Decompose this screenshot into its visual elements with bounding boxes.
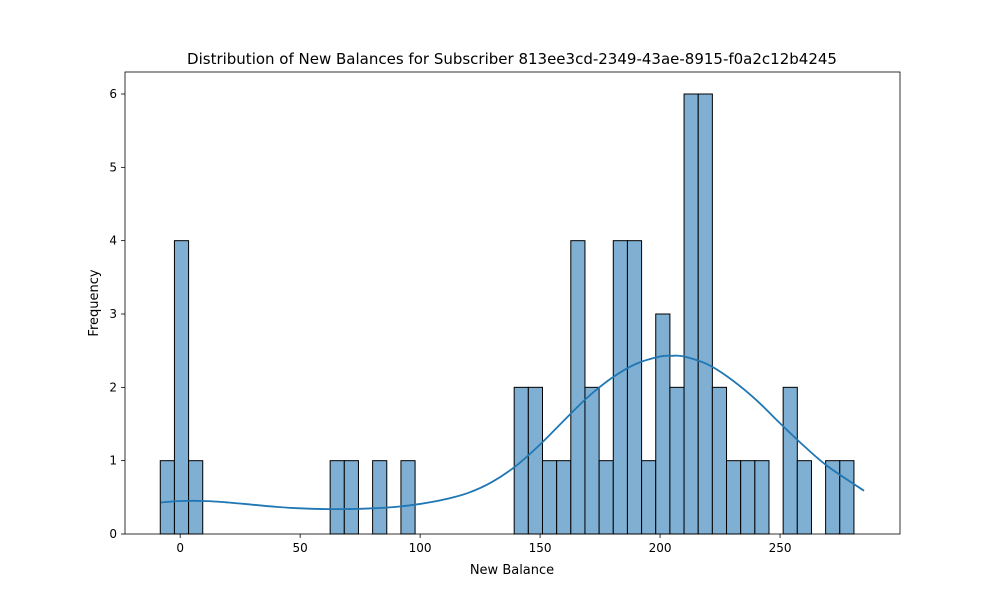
histogram-bar xyxy=(556,460,572,535)
histogram-bar xyxy=(697,93,713,535)
y-tick-label: 0 xyxy=(109,527,117,541)
x-tick-label: 200 xyxy=(649,541,672,555)
histogram-bar xyxy=(754,460,770,535)
histogram-bar xyxy=(570,240,586,535)
x-tick-label: 150 xyxy=(529,541,552,555)
histogram-bar xyxy=(683,93,699,535)
x-axis-label: New Balance xyxy=(470,563,554,578)
y-tick-label: 3 xyxy=(109,307,117,321)
histogram-bar xyxy=(796,460,812,535)
y-axis-label: Frequency xyxy=(87,269,102,336)
x-tick-label: 0 xyxy=(176,541,184,555)
kde-line xyxy=(160,354,865,511)
x-tick-label: 50 xyxy=(293,541,308,555)
histogram-bar xyxy=(825,460,841,535)
x-tick-label: 250 xyxy=(769,541,792,555)
histogram-bar xyxy=(584,386,600,535)
x-tick-label: 100 xyxy=(409,541,432,555)
y-tick-label: 5 xyxy=(109,160,117,174)
histogram-bar xyxy=(343,460,359,535)
histogram-bar xyxy=(740,460,756,535)
histogram-bar xyxy=(400,460,416,535)
histogram-bar xyxy=(612,240,628,535)
y-tick-label: 6 xyxy=(109,87,117,101)
histogram-bar xyxy=(372,460,388,535)
histogram-bar xyxy=(541,460,558,535)
chart-title: Distribution of New Balances for Subscri… xyxy=(187,50,837,68)
histogram-bar xyxy=(598,460,614,535)
y-tick-label: 1 xyxy=(109,454,117,468)
histogram-bar xyxy=(655,313,671,535)
histogram-bar xyxy=(782,386,798,535)
y-tick-label: 4 xyxy=(109,234,117,248)
histogram-bar xyxy=(839,460,855,535)
y-axis: 0 1 2 3 4 5 6 xyxy=(109,87,125,541)
histogram-bar xyxy=(641,460,657,535)
histogram-bar xyxy=(329,460,345,535)
histogram-bar xyxy=(527,386,544,535)
x-axis: 0 50 100 150 200 250 xyxy=(176,534,791,555)
histogram-bar xyxy=(669,386,685,535)
y-tick-label: 2 xyxy=(109,380,117,394)
plot-frame xyxy=(124,71,901,535)
histogram-bar xyxy=(726,460,742,535)
histogram-bar xyxy=(159,460,175,535)
histogram-bar xyxy=(711,386,728,535)
histogram-bar xyxy=(188,460,204,535)
histogram-bar xyxy=(173,240,190,535)
histogram-bar xyxy=(626,240,643,535)
bars-layer xyxy=(159,93,855,535)
kde-layer xyxy=(160,354,865,511)
